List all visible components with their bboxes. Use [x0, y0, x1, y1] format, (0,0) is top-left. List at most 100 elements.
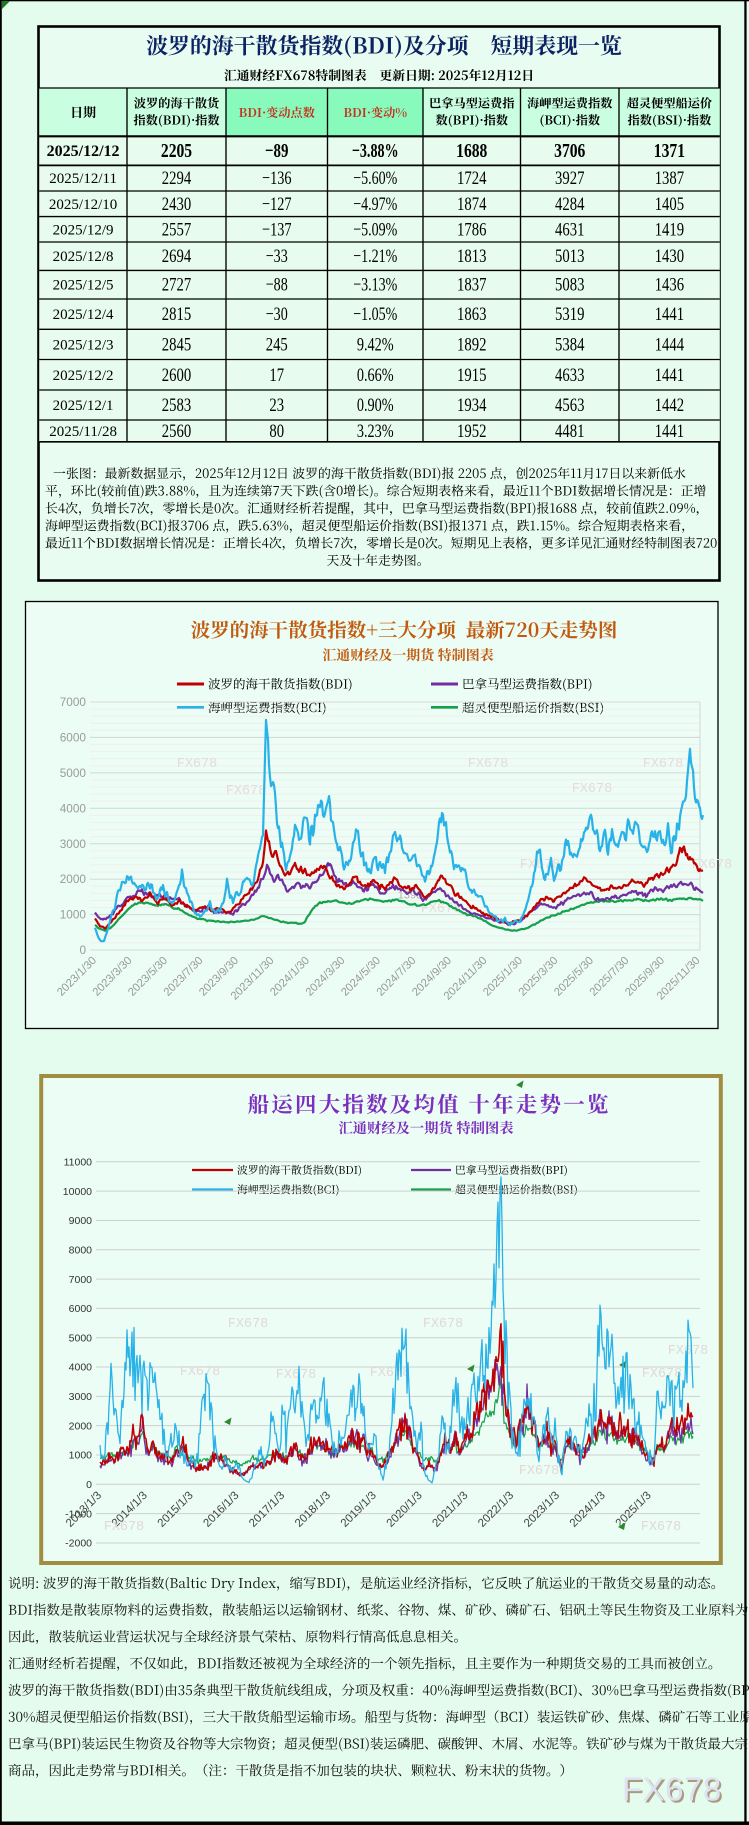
- svg-text:FX678: FX678: [468, 757, 509, 772]
- svg-text:4563: 4563: [555, 395, 584, 416]
- svg-text:2583: 2583: [162, 395, 191, 416]
- svg-text:−33: −33: [266, 246, 288, 267]
- svg-text:1419: 1419: [655, 219, 684, 240]
- svg-text:1934: 1934: [457, 395, 487, 416]
- svg-text:FX678: FX678: [643, 757, 684, 772]
- svg-text:2430: 2430: [162, 194, 191, 215]
- svg-text:6000: 6000: [60, 731, 87, 745]
- svg-text:1837: 1837: [457, 275, 486, 296]
- svg-text:10000: 10000: [63, 1186, 92, 1198]
- svg-text:4000: 4000: [60, 801, 87, 815]
- svg-text:FX678: FX678: [519, 1464, 560, 1479]
- svg-text:FX678: FX678: [572, 782, 613, 797]
- svg-text:3927: 3927: [555, 168, 584, 189]
- svg-text:0.90%: 0.90%: [357, 395, 394, 416]
- svg-text:2025/12/11: 2025/12/11: [49, 171, 117, 187]
- svg-text:1441: 1441: [655, 365, 684, 386]
- svg-text:5384: 5384: [555, 334, 585, 355]
- svg-text:17: 17: [269, 365, 284, 386]
- svg-text:FX678: FX678: [276, 1368, 317, 1383]
- svg-text:−3.88%: −3.88%: [352, 140, 399, 162]
- svg-text:1371: 1371: [654, 140, 685, 162]
- svg-text:6000: 6000: [69, 1303, 93, 1315]
- svg-text:−5.09%: −5.09%: [353, 219, 397, 240]
- svg-text:2025/12/2: 2025/12/2: [53, 368, 114, 384]
- svg-text:1915: 1915: [457, 365, 486, 386]
- svg-text:2025/12/5: 2025/12/5: [53, 278, 114, 294]
- svg-text:1813: 1813: [457, 246, 486, 267]
- svg-text:FX678: FX678: [622, 1771, 722, 1808]
- svg-text:1874: 1874: [457, 194, 487, 215]
- svg-text:FX678: FX678: [692, 858, 733, 873]
- svg-text:1952: 1952: [457, 421, 486, 442]
- svg-text:1688: 1688: [456, 140, 487, 162]
- svg-text:5013: 5013: [555, 246, 584, 267]
- svg-text:FX678: FX678: [423, 1317, 464, 1332]
- svg-text:2025/12/1: 2025/12/1: [53, 398, 114, 414]
- svg-text:1441: 1441: [655, 421, 684, 442]
- svg-text:2845: 2845: [162, 334, 191, 355]
- svg-text:1405: 1405: [655, 194, 684, 215]
- svg-text:3000: 3000: [69, 1391, 93, 1403]
- svg-text:-1000: -1000: [65, 1508, 92, 1520]
- svg-text:1000: 1000: [60, 908, 87, 922]
- svg-text:80: 80: [269, 421, 284, 442]
- svg-text:−136: −136: [262, 168, 291, 189]
- svg-text:4481: 4481: [555, 421, 584, 442]
- svg-text:7000: 7000: [69, 1274, 93, 1286]
- svg-text:5000: 5000: [69, 1332, 93, 1344]
- svg-text:9000: 9000: [69, 1215, 93, 1227]
- svg-text:5319: 5319: [555, 304, 584, 325]
- svg-text:2694: 2694: [162, 246, 192, 267]
- svg-text:−30: −30: [266, 304, 288, 325]
- svg-text:FX678: FX678: [104, 1520, 145, 1535]
- svg-text:1892: 1892: [457, 334, 486, 355]
- svg-text:0: 0: [79, 943, 86, 957]
- svg-text:1444: 1444: [655, 334, 685, 355]
- svg-text:7000: 7000: [60, 695, 87, 709]
- svg-text:2205: 2205: [161, 140, 192, 162]
- svg-text:FX678: FX678: [226, 784, 267, 799]
- svg-text:4000: 4000: [69, 1362, 93, 1374]
- svg-text:2560: 2560: [162, 421, 191, 442]
- svg-text:0.66%: 0.66%: [357, 365, 394, 386]
- svg-text:FX678: FX678: [624, 1773, 724, 1810]
- svg-text:FX678: FX678: [370, 1366, 411, 1381]
- svg-text:1442: 1442: [655, 395, 684, 416]
- svg-text:2025/12/8: 2025/12/8: [53, 249, 114, 265]
- svg-text:1441: 1441: [655, 304, 684, 325]
- svg-text:−3.13%: −3.13%: [353, 275, 397, 296]
- svg-text:2025/12/4: 2025/12/4: [53, 307, 114, 323]
- svg-text:8000: 8000: [69, 1244, 93, 1256]
- svg-text:2025/12/3: 2025/12/3: [53, 337, 114, 353]
- svg-text:3706: 3706: [554, 140, 585, 162]
- svg-text:FX678: FX678: [641, 1520, 682, 1535]
- svg-text:−88: −88: [266, 275, 288, 296]
- svg-text:11000: 11000: [64, 1157, 93, 1169]
- svg-text:1436: 1436: [655, 275, 684, 296]
- svg-text:9.42%: 9.42%: [357, 334, 394, 355]
- svg-text:−5.60%: −5.60%: [353, 168, 397, 189]
- svg-text:−137: −137: [262, 219, 291, 240]
- svg-text:2025/12/10: 2025/12/10: [49, 197, 117, 213]
- svg-text:FX678: FX678: [180, 1365, 221, 1380]
- svg-text:1430: 1430: [655, 246, 684, 267]
- svg-text:5083: 5083: [555, 275, 584, 296]
- svg-text:2025/12/9: 2025/12/9: [53, 222, 114, 238]
- svg-text:−127: −127: [262, 194, 291, 215]
- svg-text:1724: 1724: [457, 168, 487, 189]
- svg-text:2815: 2815: [162, 304, 191, 325]
- svg-text:1786: 1786: [457, 219, 486, 240]
- svg-text:1863: 1863: [457, 304, 486, 325]
- svg-text:2600: 2600: [162, 365, 191, 386]
- svg-text:2025/11/28: 2025/11/28: [49, 424, 117, 440]
- svg-text:2000: 2000: [69, 1420, 93, 1432]
- svg-text:0: 0: [86, 1479, 92, 1491]
- svg-text:−4.97%: −4.97%: [353, 194, 397, 215]
- svg-text:1398: 1398: [398, 890, 422, 902]
- svg-text:−89: −89: [265, 140, 288, 162]
- svg-text:245: 245: [266, 334, 288, 355]
- svg-text:23: 23: [269, 395, 284, 416]
- svg-text:2727: 2727: [162, 275, 191, 296]
- svg-text:2025/12/12: 2025/12/12: [47, 143, 120, 160]
